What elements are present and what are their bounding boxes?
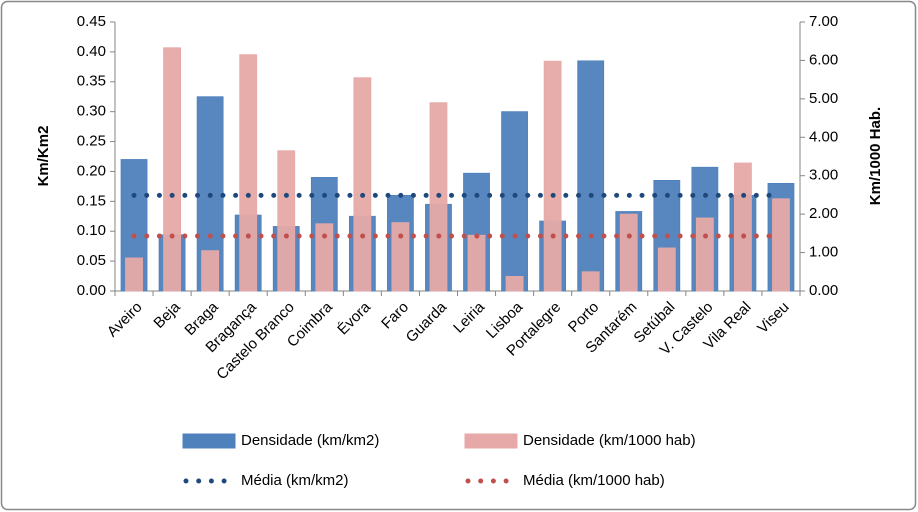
y-tick-label: 0.35	[77, 73, 106, 90]
bar	[163, 47, 181, 292]
bar	[315, 223, 334, 292]
bar	[657, 247, 676, 292]
bar	[695, 217, 714, 292]
y2-tick-label: 0.00	[809, 282, 838, 299]
y2-tick-label: 1.00	[809, 244, 838, 261]
y2-tick-label: 5.00	[809, 90, 838, 107]
bar	[501, 111, 528, 292]
y2-tick-label: 7.00	[809, 13, 838, 30]
bar	[543, 60, 562, 292]
y2-tick-label: 3.00	[809, 167, 838, 184]
bar	[353, 77, 372, 292]
y-tick-label: 0.20	[77, 162, 106, 179]
legend-swatch	[182, 433, 236, 449]
bar	[467, 234, 486, 292]
bar	[734, 162, 752, 292]
y2-axis-title: Km/1000 Hab.	[867, 107, 884, 205]
bar	[239, 54, 258, 292]
y-tick-label: 0.40	[77, 43, 106, 60]
legend-swatch	[464, 433, 518, 449]
bar	[277, 150, 296, 292]
y-axis-title: Km/Km2	[35, 126, 52, 187]
bar	[581, 271, 600, 292]
y-tick-label: 0.45	[77, 13, 106, 30]
legend-label: Densidade (km/km2)	[241, 432, 379, 449]
bar	[391, 222, 410, 292]
y2-tick-label: 2.00	[809, 205, 838, 222]
y2-tick-label: 4.00	[809, 128, 838, 145]
y2-tick-label: 6.00	[809, 51, 838, 68]
bar	[125, 257, 143, 292]
legend-label: Densidade (km/1000 hab)	[523, 432, 696, 449]
y-tick-label: 0.25	[77, 133, 106, 150]
bar	[772, 198, 790, 292]
bar	[505, 275, 524, 292]
y-tick-label: 0.30	[77, 103, 106, 120]
legend-label: Média (km/1000 hab)	[523, 472, 665, 489]
legend-label: Média (km/km2)	[241, 472, 349, 489]
bar	[201, 250, 220, 292]
y-tick-label: 0.05	[77, 252, 106, 269]
y-tick-label: 0.10	[77, 222, 106, 239]
y-tick-label: 0.00	[77, 282, 106, 299]
y-tick-label: 0.15	[77, 192, 106, 209]
bar	[577, 60, 605, 292]
bar	[619, 213, 638, 292]
